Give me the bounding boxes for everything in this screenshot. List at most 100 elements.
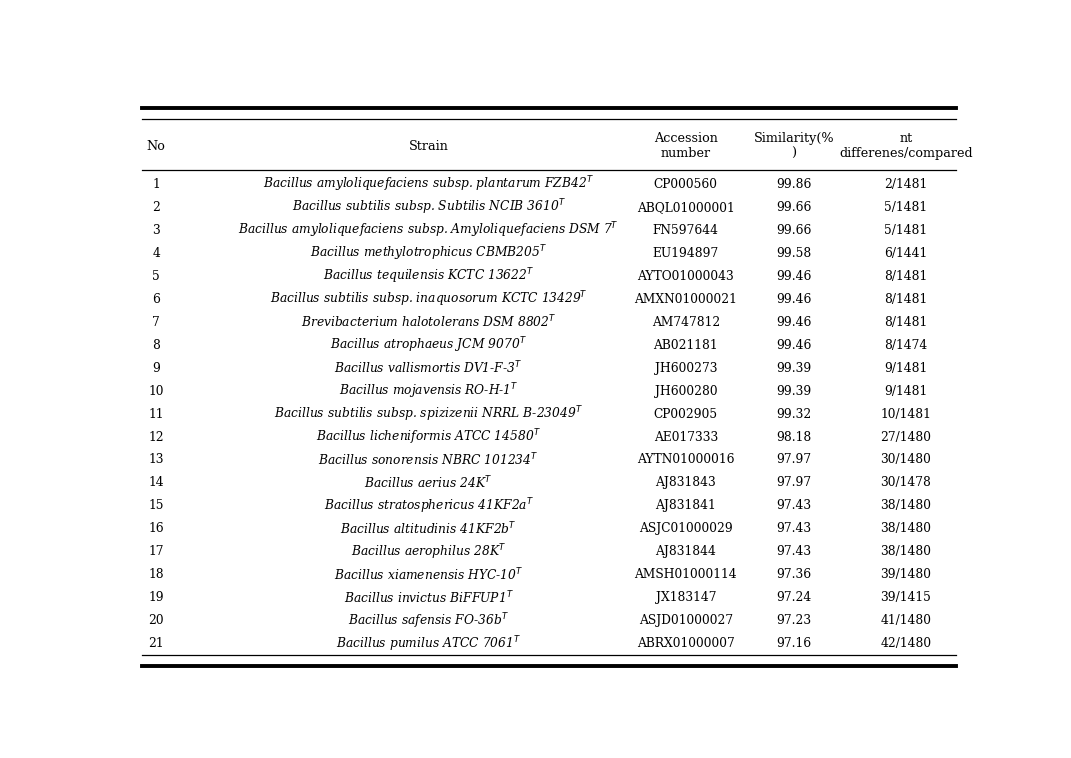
Text: Bacillus safensis FO-36b$^T$: Bacillus safensis FO-36b$^T$ [348,611,509,631]
Text: 14: 14 [149,477,164,490]
Text: 1: 1 [152,177,161,191]
Text: JH600280: JH600280 [654,384,718,397]
Text: 97.97: 97.97 [776,453,812,466]
Text: 8/1474: 8/1474 [885,339,927,352]
Text: Bacillus tequilensis KCTC 13622$^T$: Bacillus tequilensis KCTC 13622$^T$ [323,266,534,286]
Text: 97.43: 97.43 [776,500,812,512]
Text: 97.97: 97.97 [776,477,812,490]
Text: 99.46: 99.46 [776,315,812,328]
Text: Bacillus methylotrophicus CBMB205$^T$: Bacillus methylotrophicus CBMB205$^T$ [310,243,547,263]
Text: 20: 20 [149,615,164,628]
Text: 39/1415: 39/1415 [880,591,932,604]
Text: 99.39: 99.39 [776,362,812,374]
Text: 18: 18 [149,568,164,581]
Text: 99.58: 99.58 [776,246,812,260]
Text: 8/1481: 8/1481 [885,270,927,283]
Text: AJ831841: AJ831841 [655,500,716,512]
Text: 98.18: 98.18 [776,431,812,443]
Text: 5/1481: 5/1481 [885,201,927,214]
Text: 99.66: 99.66 [776,201,812,214]
Text: 41/1480: 41/1480 [880,615,932,628]
Text: 38/1480: 38/1480 [880,500,932,512]
Text: Bacillus licheniformis ATCC 14580$^T$: Bacillus licheniformis ATCC 14580$^T$ [316,428,541,446]
Text: 17: 17 [149,546,164,559]
Text: No: No [147,140,166,153]
Text: Bacillus amyloliquefaciens subsp. Amyloliquefaciens DSM 7$^T$: Bacillus amyloliquefaciens subsp. Amylol… [238,221,619,240]
Text: 97.23: 97.23 [776,615,812,628]
Text: 99.46: 99.46 [776,339,812,352]
Text: Bacillus altitudinis 41KF2b$^T$: Bacillus altitudinis 41KF2b$^T$ [341,521,517,537]
Text: Bacillus sonorensis NBRC 101234$^T$: Bacillus sonorensis NBRC 101234$^T$ [318,452,539,468]
Text: Bacillus atrophaeus JCM 9070$^T$: Bacillus atrophaeus JCM 9070$^T$ [330,335,527,355]
Text: 10/1481: 10/1481 [880,408,932,421]
Text: 99.32: 99.32 [776,408,812,421]
Text: Bacillus xiamenensis HYC-10$^T$: Bacillus xiamenensis HYC-10$^T$ [334,567,524,583]
Text: AJ831843: AJ831843 [655,477,716,490]
Text: Bacillus aerius 24K$^T$: Bacillus aerius 24K$^T$ [364,475,493,491]
Text: AE017333: AE017333 [653,431,718,443]
Text: nt
differenes/compared: nt differenes/compared [839,133,972,161]
Text: 8: 8 [152,339,161,352]
Text: Bacillus invictus BiFFUP1$^T$: Bacillus invictus BiFFUP1$^T$ [344,590,513,606]
Text: 19: 19 [149,591,164,604]
Text: 3: 3 [152,224,161,236]
Text: 13: 13 [149,453,164,466]
Text: 21: 21 [149,637,164,650]
Text: 16: 16 [149,522,164,535]
Text: 5: 5 [152,270,161,283]
Text: Accession
number: Accession number [654,133,718,161]
Text: 9: 9 [152,362,161,374]
Text: 5/1481: 5/1481 [885,224,927,236]
Text: 9/1481: 9/1481 [885,362,927,374]
Text: Bacillus stratosphericus 41KF2a$^T$: Bacillus stratosphericus 41KF2a$^T$ [323,496,533,515]
Text: ABRX01000007: ABRX01000007 [637,637,735,650]
Text: 97.36: 97.36 [776,568,812,581]
Text: EU194897: EU194897 [652,246,719,260]
Text: Bacillus mojavensis RO-H-1$^T$: Bacillus mojavensis RO-H-1$^T$ [338,381,518,401]
Text: 99.66: 99.66 [776,224,812,236]
Text: 97.16: 97.16 [776,637,812,650]
Text: 97.43: 97.43 [776,522,812,535]
Text: ASJC01000029: ASJC01000029 [639,522,733,535]
Text: AM747812: AM747812 [652,315,720,328]
Text: Bacillus subtilis subsp. spizizenii NRRL B-23049$^T$: Bacillus subtilis subsp. spizizenii NRRL… [274,404,583,424]
Text: 99.39: 99.39 [776,384,812,397]
Text: AMSH01000114: AMSH01000114 [634,568,737,581]
Text: 38/1480: 38/1480 [880,522,932,535]
Text: 6/1441: 6/1441 [885,246,927,260]
Text: JH600273: JH600273 [654,362,718,374]
Text: 39/1480: 39/1480 [880,568,932,581]
Text: Bacillus pumilus ATCC 7061$^T$: Bacillus pumilus ATCC 7061$^T$ [336,634,522,653]
Text: AMXN01000021: AMXN01000021 [634,293,737,305]
Text: 97.24: 97.24 [776,591,812,604]
Text: 30/1478: 30/1478 [880,477,932,490]
Text: 27/1480: 27/1480 [880,431,932,443]
Text: CP000560: CP000560 [653,177,718,191]
Text: Similarity(%
): Similarity(% ) [753,133,834,161]
Text: 6: 6 [152,293,161,305]
Text: 7: 7 [152,315,161,328]
Text: Bacillus vallismortis DV1-F-3$^T$: Bacillus vallismortis DV1-F-3$^T$ [334,360,523,376]
Text: AJ831844: AJ831844 [655,546,716,559]
Text: 12: 12 [149,431,164,443]
Text: AB021181: AB021181 [653,339,719,352]
Text: Bacillus subtilis subsp. inaquosorum KCTC 13429$^T$: Bacillus subtilis subsp. inaquosorum KCT… [270,290,587,309]
Text: FN597644: FN597644 [653,224,719,236]
Text: 97.43: 97.43 [776,546,812,559]
Text: 2/1481: 2/1481 [885,177,927,191]
Text: 42/1480: 42/1480 [880,637,932,650]
Text: ASJD01000027: ASJD01000027 [638,615,733,628]
Text: Bacillus subtilis subsp. Subtilis NCIB 3610$^T$: Bacillus subtilis subsp. Subtilis NCIB 3… [291,197,565,217]
Text: ABQL01000001: ABQL01000001 [637,201,735,214]
Text: 99.46: 99.46 [776,293,812,305]
Text: 99.46: 99.46 [776,270,812,283]
Text: 8/1481: 8/1481 [885,293,927,305]
Text: Brevibacterium halotolerans DSM 8802$^T$: Brevibacterium halotolerans DSM 8802$^T$ [301,314,556,330]
Text: AYTN01000016: AYTN01000016 [637,453,735,466]
Text: 38/1480: 38/1480 [880,546,932,559]
Text: Strain: Strain [409,140,449,153]
Text: 99.86: 99.86 [776,177,812,191]
Text: 15: 15 [149,500,164,512]
Text: Bacillus aerophilus 28K$^T$: Bacillus aerophilus 28K$^T$ [351,542,507,562]
Text: JX183147: JX183147 [655,591,716,604]
